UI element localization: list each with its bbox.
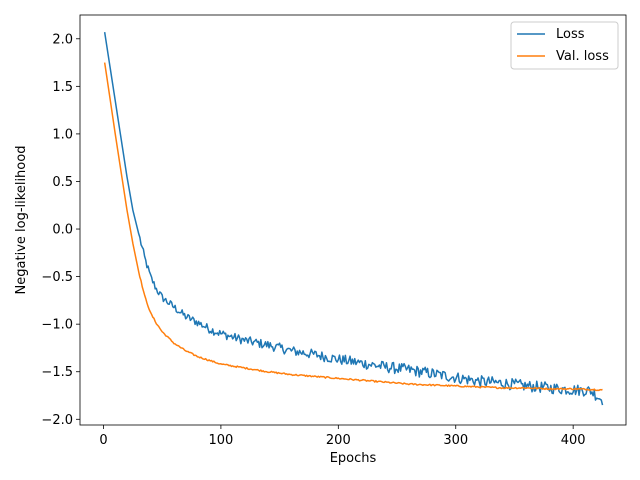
x-tick-label: 200 bbox=[326, 433, 351, 448]
legend-label-loss: Loss bbox=[556, 27, 585, 42]
y-tick-label: −2.0 bbox=[41, 413, 73, 428]
series-layer bbox=[103, 32, 604, 406]
x-tick-label: 300 bbox=[443, 433, 468, 448]
y-tick-label: 1.0 bbox=[52, 127, 73, 142]
x-tick-label: 100 bbox=[208, 433, 233, 448]
y-tick-label: 0.5 bbox=[52, 175, 73, 190]
x-tick-label: 400 bbox=[561, 433, 586, 448]
x-axis-label: Epochs bbox=[330, 451, 377, 466]
x-axis-ticks: 0 100 200 300 400 bbox=[99, 425, 586, 448]
y-tick-label: 1.5 bbox=[52, 80, 73, 95]
legend-label-val-loss: Val. loss bbox=[556, 49, 609, 64]
legend: Loss Val. loss bbox=[510, 21, 619, 70]
axes-layer bbox=[79, 14, 627, 426]
y-tick-label: −0.5 bbox=[41, 270, 73, 285]
series-line-val-loss bbox=[103, 62, 603, 392]
y-tick-label: 0.0 bbox=[52, 223, 73, 238]
y-tick-label: −1.0 bbox=[41, 318, 73, 333]
y-axis-ticks: −2.0 −1.5 −1.0 −0.5 0.0 0.5 1.0 1.5 2.0 bbox=[41, 32, 80, 428]
series-line-loss bbox=[103, 32, 604, 406]
plot-frame bbox=[79, 14, 627, 426]
y-tick-label: 2.0 bbox=[52, 32, 73, 47]
y-axis-label: Negative log-likelihood bbox=[14, 146, 29, 295]
x-tick-label: 0 bbox=[99, 433, 107, 448]
y-tick-label: −1.5 bbox=[41, 365, 73, 380]
plot-area bbox=[80, 15, 626, 425]
